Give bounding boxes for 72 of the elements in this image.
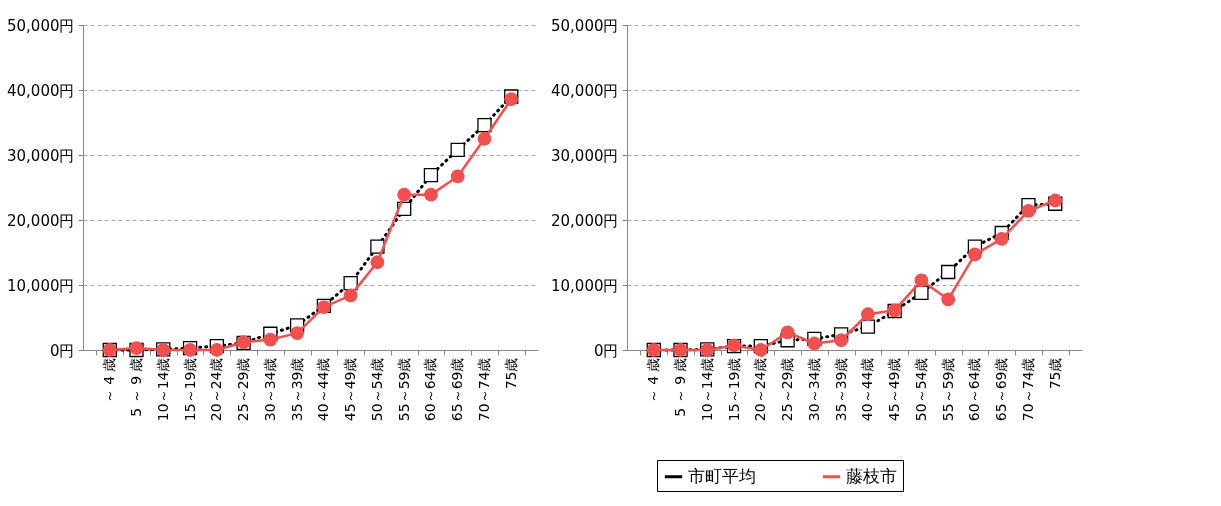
y-tick-label: 40,000円 (551, 81, 619, 100)
x-tick-label: 40～44歳 (859, 357, 876, 422)
y-tick-label: 30,000円 (7, 146, 75, 165)
point (914, 273, 929, 288)
x-tick-label: 75歳 (1046, 357, 1063, 390)
y-tick-label: 40,000円 (7, 81, 75, 100)
point (807, 336, 822, 351)
x-tick-label: 30～34歳 (805, 357, 822, 422)
x-tick-label: 35～39歳 (288, 357, 305, 422)
point (450, 169, 465, 184)
point (914, 285, 929, 300)
point (941, 264, 956, 280)
x-tick-label: 10～14歳 (698, 357, 715, 422)
y-tick-label: 50,000円 (551, 16, 619, 35)
y-tick-label: 0円 (49, 341, 75, 360)
x-tick-label: ～ 4 歳 (101, 357, 118, 404)
point (477, 131, 492, 146)
x-tick-label: 65～69歳 (993, 357, 1010, 422)
point (450, 142, 465, 157)
point (753, 343, 768, 357)
y-tick-label: 50,000円 (7, 16, 75, 35)
x-tick-label: 5 ～ 9 歳 (672, 357, 689, 417)
x-tick-label: 40～44歳 (315, 357, 332, 422)
x-tick-label: 25～29歳 (779, 357, 796, 422)
x-tick-label: 55～59歳 (939, 357, 956, 422)
y-tick-label: 10,000円 (7, 276, 75, 295)
y-tick-label: 20,000円 (7, 211, 75, 230)
point (834, 333, 849, 348)
y-tick-label: 0円 (593, 341, 619, 360)
x-tick-label: 25～29歳 (235, 357, 252, 422)
point (968, 247, 982, 262)
x-tick-label: 20～24歳 (752, 357, 769, 422)
point (941, 292, 956, 307)
x-tick-label: 20～24歳 (208, 357, 225, 422)
legend-label: 市町平均 (688, 465, 756, 486)
point (860, 307, 875, 322)
point (780, 325, 795, 340)
point (994, 231, 1009, 246)
x-tick-label: 10～14歳 (154, 357, 171, 422)
x-tick-label: 50～54歳 (368, 357, 385, 422)
y-tick-label: 10,000円 (551, 276, 619, 295)
y-tick-label: 30,000円 (551, 146, 619, 165)
x-tick-label: 45～49歳 (342, 357, 359, 422)
point (424, 187, 438, 202)
x-tick-label: 65～69歳 (449, 357, 466, 422)
x-tick-label: ～ 4 歳 (645, 357, 662, 404)
x-tick-label: 60～64歳 (966, 357, 983, 422)
x-tick-label: 5 ～ 9 歳 (128, 357, 145, 417)
x-tick-label: 70～74歳 (475, 357, 492, 422)
point (370, 255, 385, 270)
point (290, 326, 305, 340)
x-tick-label: 50～54歳 (912, 357, 929, 422)
x-tick-label: 45～49歳 (886, 357, 903, 422)
x-tick-label: 70～74歳 (1019, 357, 1036, 422)
point (263, 332, 278, 347)
x-tick-label: 60～64歳 (422, 357, 439, 422)
point (343, 275, 358, 291)
x-tick-label: 15～19歳 (181, 357, 198, 422)
point (423, 167, 439, 183)
point (209, 343, 224, 357)
point (397, 187, 412, 202)
x-tick-label: 55～59歳 (395, 357, 412, 422)
point (1021, 204, 1036, 218)
x-tick-label: 30～34歳 (261, 357, 278, 422)
point (860, 319, 876, 334)
x-tick-label: 35～39歳 (832, 357, 849, 422)
point (343, 288, 358, 303)
point (477, 117, 492, 133)
x-tick-label: 15～19歳 (725, 357, 742, 422)
y-tick-label: 20,000円 (551, 211, 619, 230)
x-tick-label: 75歳 (502, 357, 519, 390)
legend-label: 藤枝市 (846, 465, 897, 486)
